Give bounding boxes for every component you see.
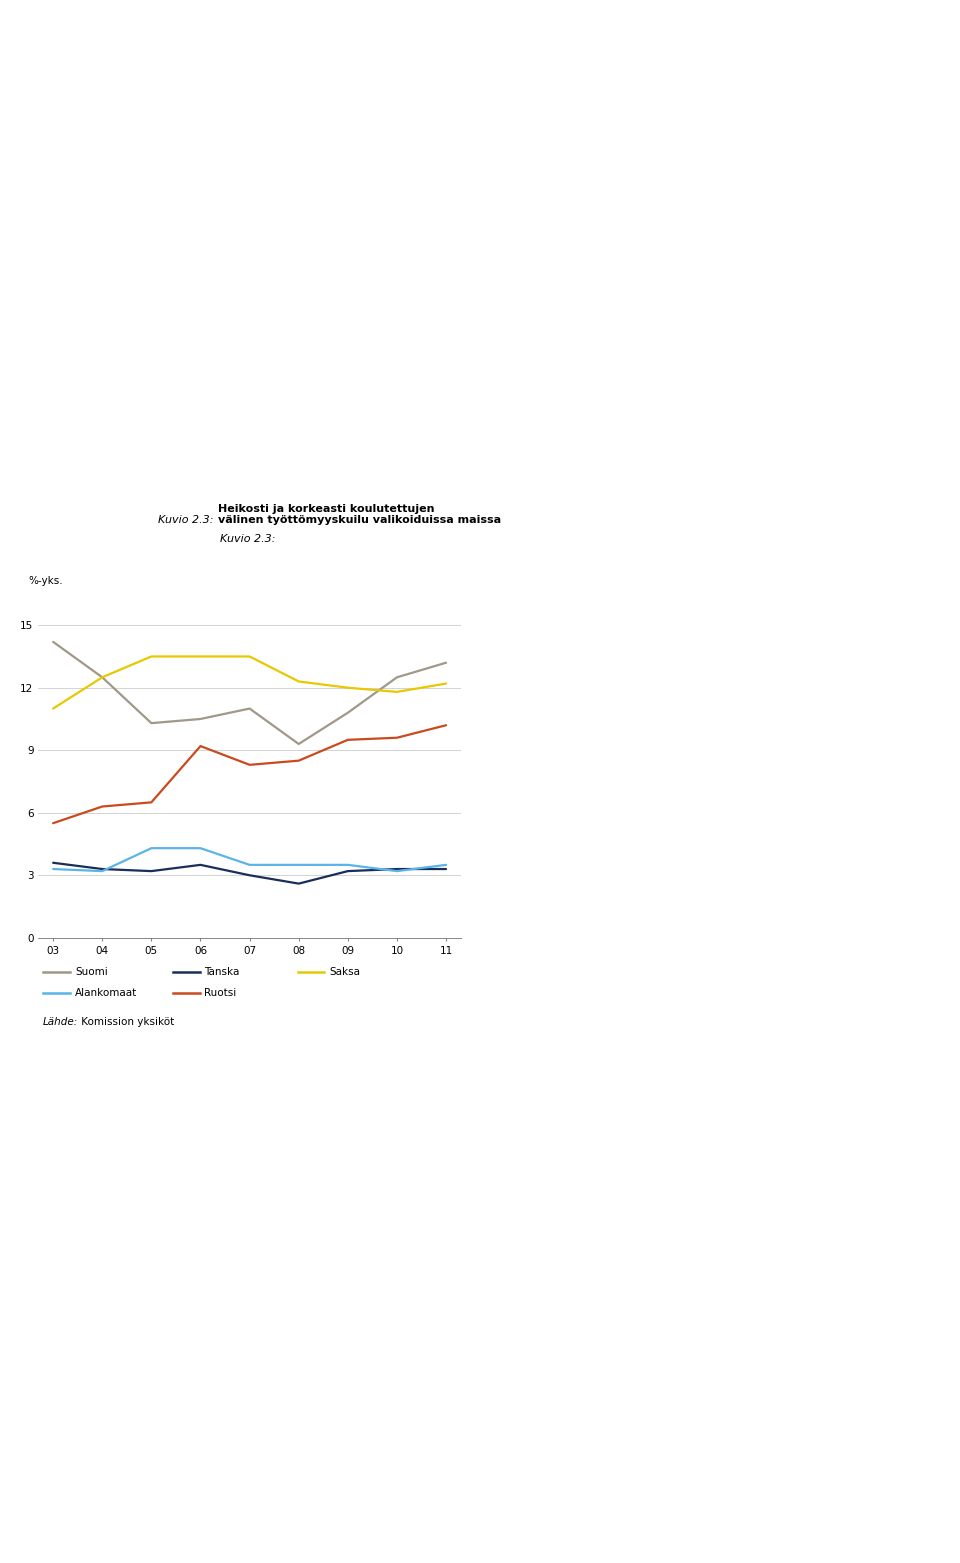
Text: Lähde:: Lähde:: [43, 1018, 79, 1027]
Text: Komission yksiköt: Komission yksiköt: [78, 1018, 174, 1027]
Text: Tanska: Tanska: [204, 967, 240, 977]
Text: Saksa: Saksa: [329, 967, 360, 977]
Text: Alankomaat: Alankomaat: [75, 988, 137, 997]
Text: Kuvio 2.3:: Kuvio 2.3:: [158, 516, 217, 525]
Text: Heikosti ja korkeasti koulutettujen
välinen työttömyyskuilu valikoiduissa maissa: Heikosti ja korkeasti koulutettujen väli…: [218, 503, 501, 525]
Text: Ruotsi: Ruotsi: [204, 988, 237, 997]
Text: %-yks.: %-yks.: [29, 577, 63, 586]
Text: Kuvio 2.3:: Kuvio 2.3:: [220, 535, 279, 544]
Text: Suomi: Suomi: [75, 967, 108, 977]
